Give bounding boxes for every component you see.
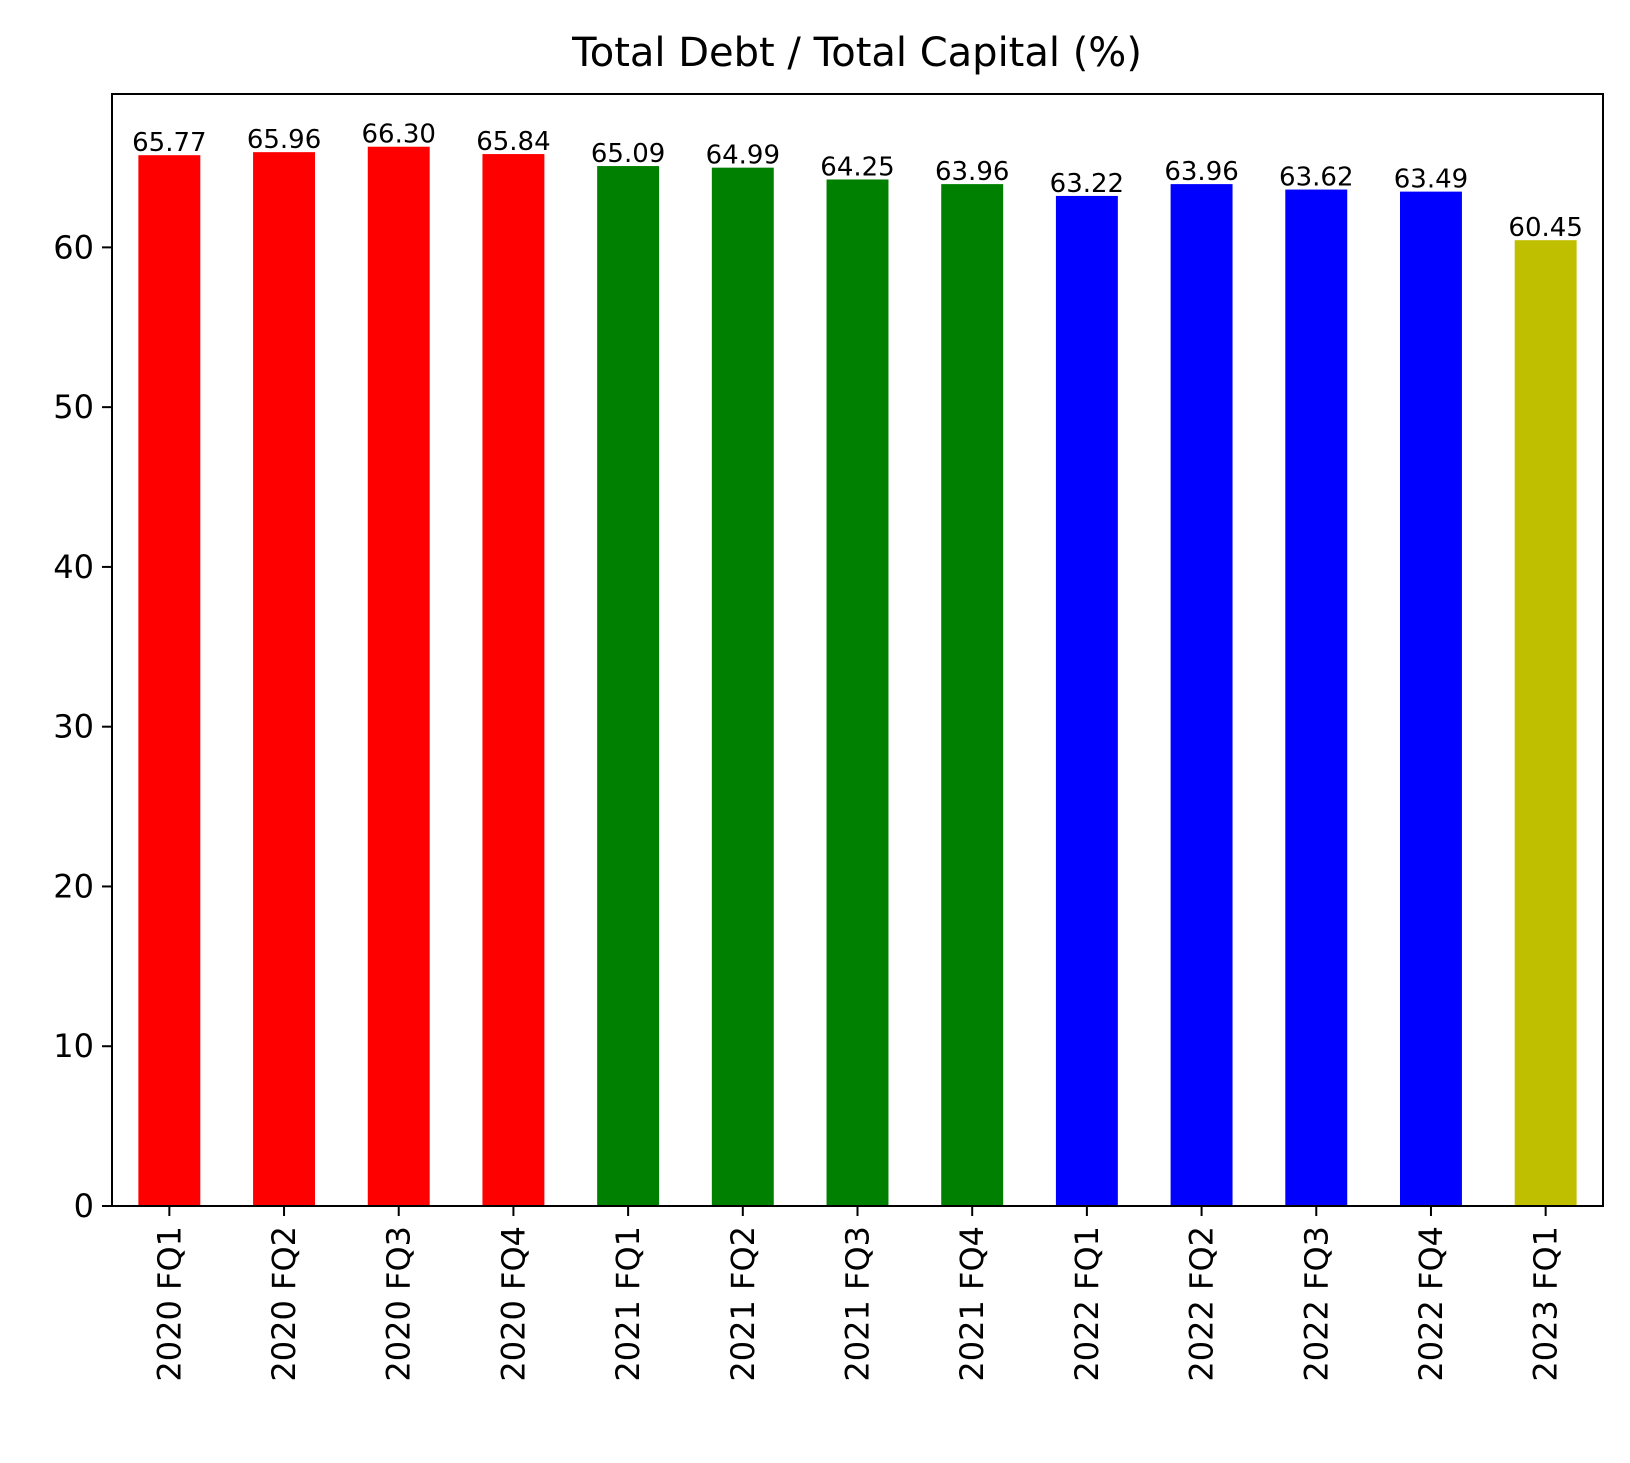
- x-tick-label: 2022 FQ1: [1068, 1226, 1106, 1382]
- x-tick-label: 2020 FQ1: [150, 1226, 188, 1382]
- bar-2022-fq3: [1285, 189, 1348, 1206]
- y-tick-label: 40: [53, 548, 94, 586]
- y-tick-label: 30: [53, 708, 94, 746]
- x-tick-label: 2022 FQ3: [1297, 1226, 1335, 1382]
- bar-2021-fq3: [826, 179, 889, 1206]
- x-tick-label: 2021 FQ2: [724, 1226, 762, 1382]
- bar-value-label: 66.30: [362, 120, 436, 150]
- bar-value-label: 63.49: [1394, 165, 1468, 195]
- bar-value-label: 65.84: [476, 127, 550, 157]
- x-tick-label: 2020 FQ3: [380, 1226, 418, 1382]
- bar-2022-fq1: [1055, 195, 1118, 1206]
- bar-value-label: 60.45: [1508, 213, 1582, 243]
- bar-value-label: 64.25: [820, 152, 894, 182]
- x-tick-label: 2020 FQ4: [494, 1226, 532, 1382]
- bar-2021-fq4: [941, 184, 1004, 1206]
- bar-labels-group: 65.77 65.96 66.30 65.84 65.09 64.99 64.25 63.96…: [132, 120, 1583, 243]
- x-tick-label: 2021 FQ3: [839, 1226, 877, 1382]
- y-tick-label: 20: [53, 867, 94, 905]
- bar-value-label: 65.09: [591, 139, 665, 169]
- bars-group: [138, 146, 1577, 1207]
- bar-2021-fq1: [597, 166, 660, 1207]
- bar-2020-fq1: [138, 155, 201, 1207]
- x-tick-label: 2023 FQ1: [1527, 1226, 1565, 1382]
- y-tick-label: 60: [53, 228, 94, 266]
- bar-value-label: 63.22: [1050, 169, 1124, 199]
- bar-2022-fq4: [1399, 191, 1462, 1207]
- bar-2021-fq2: [711, 167, 774, 1206]
- x-tick-label: 2021 FQ4: [953, 1226, 991, 1382]
- x-tick-label: 2020 FQ2: [265, 1226, 303, 1382]
- bar-2022-fq2: [1170, 184, 1233, 1206]
- bar-2020-fq3: [367, 146, 430, 1207]
- bar-value-label: 63.96: [1164, 157, 1238, 187]
- bar-value-label: 65.96: [247, 125, 321, 155]
- bar-2020-fq4: [482, 154, 545, 1206]
- y-axis: 0 10 20 30 40 50 60: [53, 228, 112, 1225]
- x-axis: 2020 FQ1 2020 FQ2 2020 FQ3 2020 FQ4 2021 FQ1…: [150, 1206, 1565, 1382]
- y-tick-label: 50: [53, 388, 94, 426]
- bar-value-label: 63.62: [1279, 163, 1353, 193]
- y-tick-label: 0: [74, 1187, 94, 1225]
- bar-value-label: 65.77: [132, 128, 206, 158]
- bar-2023-fq1: [1514, 240, 1577, 1207]
- plot-frame: [111, 93, 1604, 1207]
- x-tick-label: 2022 FQ4: [1412, 1226, 1450, 1382]
- bar-2020-fq2: [253, 152, 316, 1206]
- x-tick-label: 2022 FQ2: [1183, 1226, 1221, 1382]
- bar-value-label: 63.96: [935, 157, 1009, 187]
- bar-value-label: 64.99: [706, 141, 780, 171]
- x-tick-label: 2021 FQ1: [609, 1226, 647, 1382]
- y-tick-label: 10: [53, 1027, 94, 1065]
- chart-title: Total Debt / Total Capital (%): [571, 30, 1142, 76]
